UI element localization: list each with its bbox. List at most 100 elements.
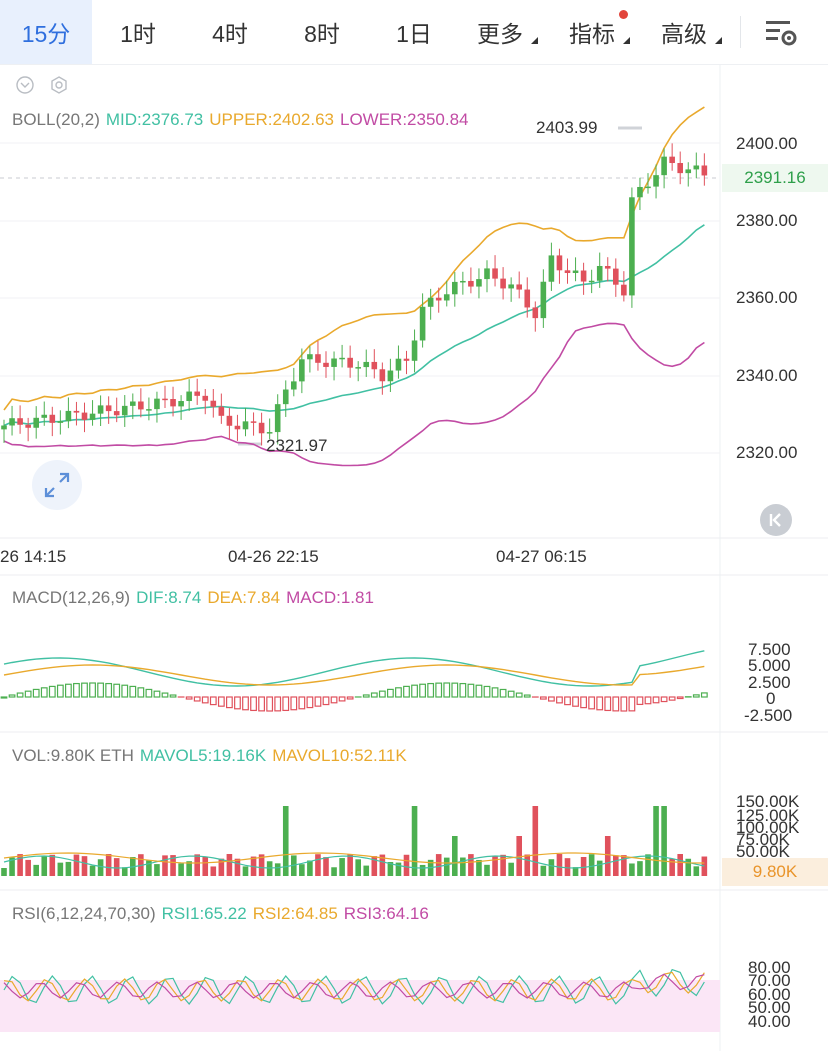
rsi3-line bbox=[3, 973, 705, 999]
vol-axis-tick: 125.00K bbox=[736, 806, 800, 825]
macd-bar bbox=[48, 685, 56, 698]
candle-body bbox=[57, 421, 64, 423]
candle-body bbox=[355, 367, 361, 369]
volume-bar bbox=[532, 806, 539, 876]
volume-bar bbox=[57, 862, 64, 876]
macd-bar bbox=[193, 696, 201, 702]
volume-bar bbox=[331, 867, 337, 876]
macd-axis-tick: 2.500 bbox=[748, 673, 791, 692]
macd-bar bbox=[580, 696, 587, 709]
candle-body bbox=[427, 297, 434, 307]
volume-bar bbox=[202, 856, 209, 876]
candle-body bbox=[33, 417, 39, 428]
volume-bar bbox=[677, 854, 683, 876]
candle-body bbox=[460, 280, 466, 283]
candle-body bbox=[379, 369, 386, 382]
macd-bar bbox=[113, 683, 121, 698]
dropdown-triangle-icon bbox=[623, 37, 630, 44]
volume-bar bbox=[508, 862, 514, 876]
macd-bar bbox=[378, 690, 386, 698]
candle-body bbox=[669, 156, 675, 164]
macd-bar bbox=[81, 682, 88, 698]
macd-bar bbox=[250, 696, 257, 712]
candle-body bbox=[556, 255, 563, 271]
tab-indicators[interactable]: 指标 bbox=[552, 0, 632, 64]
macd-bar bbox=[523, 694, 531, 698]
candle-body bbox=[395, 358, 402, 371]
macd-bar bbox=[201, 696, 209, 704]
tab-4h[interactable]: 4时 bbox=[184, 0, 276, 64]
candle-body bbox=[113, 411, 120, 416]
volume-bar bbox=[258, 854, 265, 876]
macd-bar bbox=[588, 696, 596, 710]
volume-bar bbox=[323, 857, 329, 876]
volume-bar bbox=[347, 854, 353, 876]
tab-label: 1时 bbox=[120, 21, 156, 47]
candle-body bbox=[677, 163, 683, 174]
candle-body bbox=[41, 414, 48, 418]
tab-1d[interactable]: 1日 bbox=[368, 0, 460, 64]
candle-body bbox=[146, 409, 152, 411]
candle-body bbox=[596, 265, 603, 281]
volume-bar bbox=[73, 854, 80, 876]
volume-bar bbox=[645, 854, 651, 876]
candle-body bbox=[323, 362, 329, 367]
macd-bar bbox=[467, 683, 475, 698]
macd-axis-tick: 7.500 bbox=[748, 640, 791, 659]
candle-body bbox=[701, 165, 708, 176]
volume-bar bbox=[97, 859, 104, 876]
vol-axis-tick: 150.00K bbox=[736, 792, 800, 811]
macd-bar bbox=[226, 696, 233, 709]
volume-bar bbox=[154, 864, 160, 876]
indicator-settings-icon[interactable] bbox=[50, 76, 68, 94]
macd-bar bbox=[169, 694, 177, 698]
volume-bar bbox=[564, 858, 571, 876]
macd-bar bbox=[338, 696, 346, 702]
volume-bar bbox=[637, 861, 643, 876]
tab-1h[interactable]: 1时 bbox=[92, 0, 184, 64]
candle-body bbox=[178, 401, 184, 407]
tab-8h[interactable]: 8时 bbox=[276, 0, 368, 64]
rsi-1: RSI1:65.22 bbox=[161, 904, 247, 923]
macd-bar bbox=[121, 684, 129, 698]
vol-legend: VOL:9.80K ETH MAVOL5:19.16K MAVOL10:52.11K bbox=[12, 746, 413, 766]
tab-more[interactable]: 更多 bbox=[460, 0, 540, 64]
current-volume-tag: 9.80K bbox=[722, 858, 828, 886]
boll-lower-line bbox=[3, 322, 705, 467]
macd-bar bbox=[451, 682, 459, 698]
list-settings-icon[interactable] bbox=[764, 16, 800, 48]
candle-body bbox=[685, 169, 692, 174]
candle-body bbox=[572, 270, 579, 274]
tab-label: 1日 bbox=[396, 21, 432, 47]
macd-bar bbox=[572, 696, 579, 707]
macd-bar bbox=[411, 684, 418, 698]
volume-bar bbox=[387, 861, 394, 876]
candle-body bbox=[637, 186, 643, 198]
tab-15min[interactable]: 15分 bbox=[0, 0, 92, 64]
candle-body bbox=[226, 415, 233, 426]
fullscreen-button[interactable] bbox=[32, 460, 82, 510]
macd-bar bbox=[362, 694, 370, 698]
macd-bar bbox=[32, 688, 40, 698]
volume-bar bbox=[443, 857, 450, 876]
candle-body bbox=[371, 361, 378, 370]
candle-body bbox=[258, 422, 265, 434]
candle-body bbox=[218, 406, 225, 416]
scroll-to-latest-button[interactable] bbox=[760, 504, 792, 536]
tab-advanced[interactable]: 高级 bbox=[644, 0, 724, 64]
double-chevron-left-icon bbox=[769, 513, 781, 527]
candle-body bbox=[73, 410, 80, 413]
boll-upper-line bbox=[3, 106, 705, 411]
boll-name: BOLL(20,2) bbox=[12, 110, 100, 129]
macd-bar bbox=[483, 685, 491, 698]
volume-bar bbox=[460, 857, 466, 876]
macd-bar bbox=[242, 696, 249, 711]
collapse-chevron-icon[interactable] bbox=[16, 76, 34, 94]
candle-body bbox=[194, 391, 200, 396]
volume-bar bbox=[411, 806, 418, 876]
macd-name: MACD(12,26,9) bbox=[12, 588, 131, 607]
candle-body bbox=[17, 418, 23, 425]
macd-bar bbox=[73, 682, 80, 698]
candle-body bbox=[621, 284, 627, 296]
